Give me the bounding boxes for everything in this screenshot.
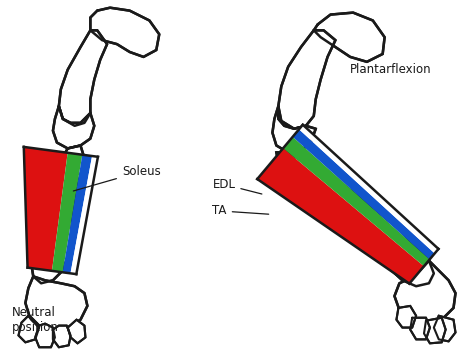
Polygon shape xyxy=(26,276,87,329)
Polygon shape xyxy=(53,326,71,347)
Text: Soleus: Soleus xyxy=(73,165,161,191)
Polygon shape xyxy=(63,155,92,274)
Polygon shape xyxy=(276,152,434,286)
Polygon shape xyxy=(273,106,316,152)
Polygon shape xyxy=(424,318,446,343)
Polygon shape xyxy=(394,260,456,323)
Polygon shape xyxy=(410,318,430,339)
Polygon shape xyxy=(396,306,416,328)
Text: Plantarflexion: Plantarflexion xyxy=(350,63,432,76)
Polygon shape xyxy=(53,106,94,149)
Polygon shape xyxy=(52,153,82,272)
Polygon shape xyxy=(24,147,68,271)
Polygon shape xyxy=(278,30,336,129)
Text: TA: TA xyxy=(212,205,269,218)
Polygon shape xyxy=(35,323,55,347)
Polygon shape xyxy=(68,320,85,343)
Polygon shape xyxy=(314,13,384,62)
Polygon shape xyxy=(299,125,438,253)
Polygon shape xyxy=(71,156,98,274)
Polygon shape xyxy=(283,137,429,266)
Polygon shape xyxy=(292,129,435,259)
Polygon shape xyxy=(31,145,84,283)
Text: Neutral
position: Neutral position xyxy=(12,306,58,334)
Polygon shape xyxy=(59,30,107,126)
Polygon shape xyxy=(91,8,159,57)
Polygon shape xyxy=(18,316,39,342)
Polygon shape xyxy=(434,316,456,341)
Polygon shape xyxy=(257,148,424,284)
Text: EDL: EDL xyxy=(212,178,262,194)
